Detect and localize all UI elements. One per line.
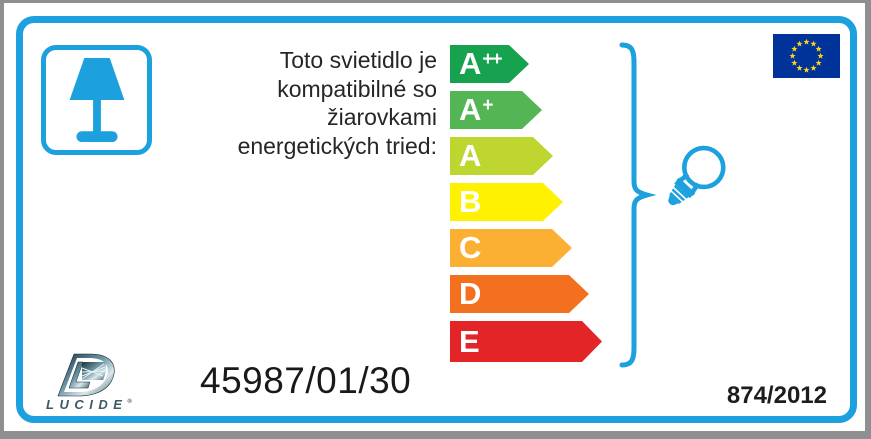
compatibility-text: Toto svietidlo je kompatibilné so žiarov… (175, 46, 437, 160)
luminaire-icon-box (41, 45, 152, 155)
energy-class-arrow-4: C (450, 229, 572, 267)
energy-class-arrow-5: D (450, 275, 589, 313)
lucide-logo-mark: LUCIDE® (46, 353, 132, 412)
eu-flag-icon (773, 34, 840, 78)
energy-class-letter: C (459, 230, 482, 265)
energy-class-arrow-1: A+ (450, 91, 542, 129)
light-bulb-icon (668, 145, 726, 206)
energy-class-letter: E (459, 324, 480, 359)
product-code: 45987/01/30 (200, 360, 412, 401)
energy-class-letter: D (459, 276, 482, 311)
energy-class-letter: A (459, 138, 482, 173)
compatibility-text-line: energetických tried: (237, 132, 437, 159)
compatibility-text-line: Toto svietidlo je (279, 47, 437, 73)
label-border-frame (16, 16, 857, 423)
regulation-number: 874/2012 (726, 382, 827, 409)
energy-class-arrow-0: A++ (450, 45, 529, 83)
table-lamp-icon (69, 57, 124, 143)
energy-class-sup: + (482, 94, 492, 116)
compatibility-text-line: žiarovkami (327, 104, 437, 130)
energy-class-arrow-3: B (450, 183, 563, 221)
energy-class-letter: A++ (459, 46, 501, 81)
compatibility-text-line: kompatibilné so (277, 75, 437, 102)
curly-brace-icon (619, 42, 657, 368)
lucide-logo: LUCIDE® (42, 350, 138, 419)
energy-class-arrow-2: A (450, 137, 553, 175)
energy-class-sup: ++ (482, 48, 501, 70)
energy-class-letter: B (459, 184, 482, 219)
energy-class-letter: A+ (459, 92, 492, 127)
lucide-brand-text: LUCIDE® (46, 397, 132, 412)
energy-class-list: A++ A+ A B C D E (450, 45, 602, 362)
energy-class-arrow-6: E (450, 321, 602, 362)
